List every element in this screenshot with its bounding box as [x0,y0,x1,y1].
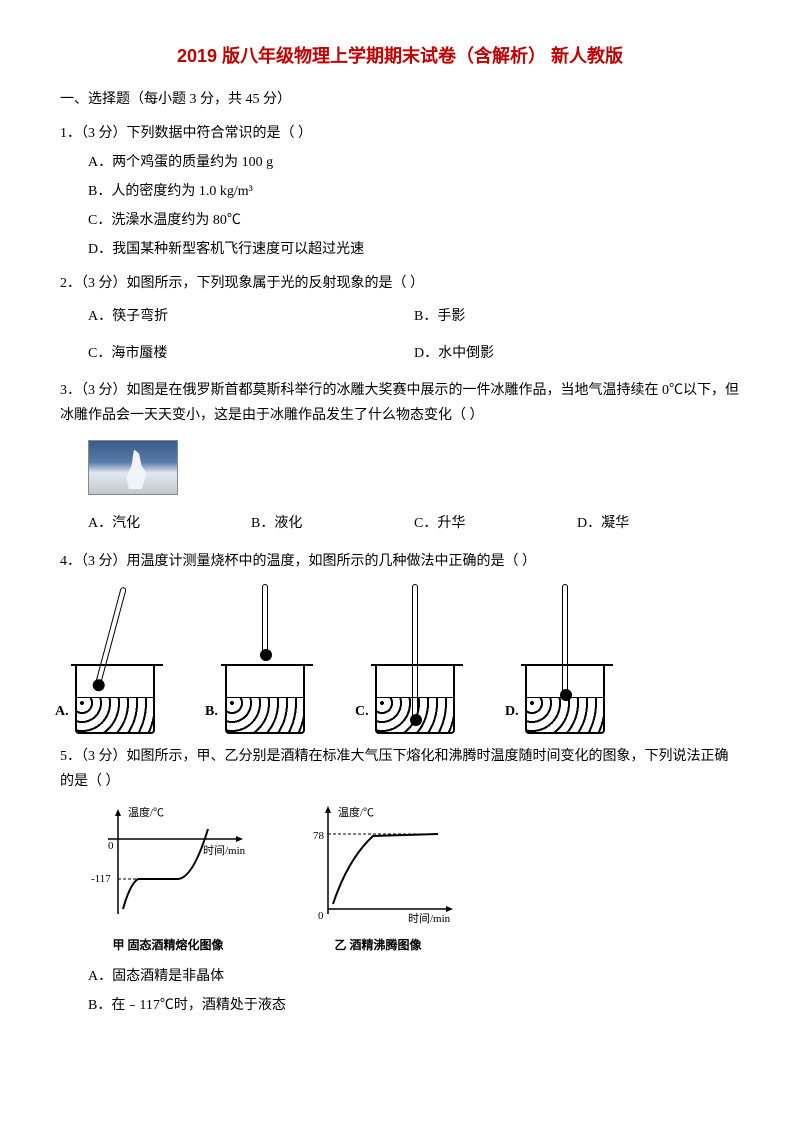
q5-option-a: A．固态酒精是非晶体 [88,964,740,989]
q2-option-c: C．海市蜃楼 [88,341,414,366]
q2-stem: 2．（3 分）如图所示，下列现象属于光的反射现象的是（ ） [60,271,740,296]
question-5: 5．（3 分）如图所示，甲、乙分别是酒精在标准大气压下熔化和沸腾时温度随时间变化… [60,744,740,1019]
q3-option-a: A．汽化 [88,511,251,536]
graph2-ylabel: 温度/℃ [338,805,374,819]
question-2: 2．（3 分）如图所示，下列现象属于光的反射现象的是（ ） A．筷子弯折 B．手… [60,271,740,371]
graph1-ylabel: 温度/℃ [128,805,164,819]
beaker-diagram-b: B. [210,584,330,734]
beaker-diagram-c: C. [360,584,480,734]
beaker-diagram-a: A. [60,584,180,734]
label-c: C. [355,699,369,724]
q3-option-b: B．液化 [251,511,414,536]
question-4: 4．（3 分）用温度计测量烧杯中的温度，如图所示的几种做法中正确的是（ ） A.… [60,549,740,734]
graph1-xlabel: 时间/min [203,844,246,857]
graph-melting: 温度/℃ 时间/min 0 -117 甲 固态酒精熔化图像 [88,804,248,954]
graph2-mark: 78 [313,830,325,842]
graph1-mark: -117 [91,873,111,885]
graph2-xlabel: 时间/min [408,912,451,924]
q2-option-d: D．水中倒影 [414,341,740,366]
q1-option-a: A．两个鸡蛋的质量约为 100 g [88,150,740,175]
graph1-caption: 甲 固态酒精熔化图像 [88,935,248,957]
label-d: D. [505,699,519,724]
label-b: B. [205,699,218,724]
q1-option-b: B．人的密度约为 1.0 kg/m³ [88,179,740,204]
q2-option-a: A．筷子弯折 [88,304,414,329]
beaker-diagram-d: D. [510,584,630,734]
graph1-zero: 0 [108,840,114,852]
q5-option-b: B．在﹣117℃时，酒精处于液态 [88,993,740,1018]
page-title: 2019 版八年级物理上学期期末试卷（含解析） 新人教版 [60,40,740,72]
q3-stem: 3．（3 分）如图是在俄罗斯首都莫斯科举行的冰雕大奖赛中展示的一件冰雕作品，当地… [60,378,740,428]
ice-sculpture-image [88,440,178,495]
label-a: A. [55,699,69,724]
q1-option-c: C．洗澡水温度约为 80℃ [88,208,740,233]
graph2-caption: 乙 酒精沸腾图像 [298,935,458,957]
q5-stem: 5．（3 分）如图所示，甲、乙分别是酒精在标准大气压下熔化和沸腾时温度随时间变化… [60,744,740,794]
graph2-zero: 0 [318,910,324,922]
q3-option-d: D．凝华 [577,511,740,536]
q1-option-d: D．我国某种新型客机飞行速度可以超过光速 [88,237,740,262]
graph-boiling: 温度/℃ 时间/min 78 0 乙 酒精沸腾图像 [298,804,458,954]
question-3: 3．（3 分）如图是在俄罗斯首都莫斯科举行的冰雕大奖赛中展示的一件冰雕作品，当地… [60,378,740,541]
q2-option-b: B．手影 [414,304,740,329]
section-header: 一、选择题（每小题 3 分，共 45 分） [60,87,740,112]
q4-stem: 4．（3 分）用温度计测量烧杯中的温度，如图所示的几种做法中正确的是（ ） [60,549,740,574]
q3-option-c: C．升华 [414,511,577,536]
question-1: 1．（3 分）下列数据中符合常识的是（ ） A．两个鸡蛋的质量约为 100 g … [60,121,740,263]
q1-stem: 1．（3 分）下列数据中符合常识的是（ ） [60,121,740,146]
